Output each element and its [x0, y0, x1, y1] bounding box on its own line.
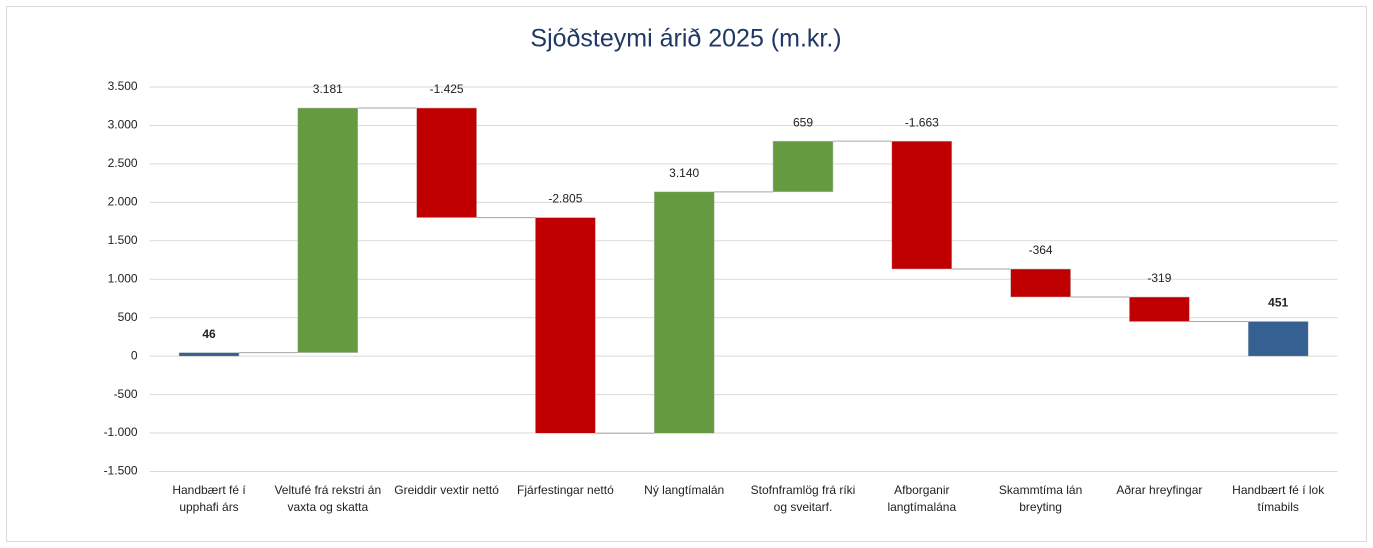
- x-tick-label: Ný langtímalán: [644, 483, 725, 497]
- chart-title: Sjóðsteymi árið 2025 (m.kr.): [530, 25, 841, 53]
- y-tick-label: 3.000: [108, 118, 138, 132]
- data-label: -364: [1029, 243, 1053, 257]
- bar: [1247, 321, 1309, 357]
- x-tick-label: Veltufé frá rekstri án vaxta og skatta: [274, 483, 382, 514]
- x-tick-label: Handbært fé í upphafi árs: [172, 483, 246, 514]
- data-label: 451: [1268, 296, 1288, 310]
- bar: [297, 107, 359, 353]
- data-label: -2.805: [548, 192, 582, 206]
- y-tick-label: 500: [118, 310, 138, 324]
- bar: [653, 191, 715, 434]
- x-tick-label: Skammtíma lán breyting: [998, 483, 1083, 514]
- y-tick-label: 2.500: [108, 156, 138, 170]
- data-label: -319: [1147, 271, 1171, 285]
- bar: [772, 140, 834, 193]
- bar: [416, 107, 477, 218]
- bar: [1129, 296, 1190, 322]
- data-label: -1.425: [430, 82, 464, 96]
- data-label: 3.181: [313, 82, 343, 96]
- x-tick-label: Handbært fé í lok tímabils: [1232, 483, 1325, 514]
- bar: [535, 217, 596, 434]
- data-label: 46: [202, 327, 216, 341]
- x-tick-label: Fjárfestingar nettó: [517, 483, 614, 497]
- data-label: 659: [793, 115, 813, 129]
- data-label: 3.140: [669, 166, 699, 180]
- x-tick-label: Greiddir vextir nettó: [394, 483, 499, 497]
- y-tick-label: -1.500: [104, 464, 138, 478]
- bar: [178, 352, 240, 357]
- y-tick-label: -500: [114, 387, 138, 401]
- x-tick-label: Aðrar hreyfingar: [1116, 483, 1203, 497]
- x-tick-label: Afborganir langtímalána: [887, 483, 957, 514]
- y-tick-label: 1.500: [108, 233, 138, 247]
- y-tick-label: -1.000: [104, 425, 138, 439]
- y-tick-label: 1.000: [108, 271, 138, 285]
- bar: [1010, 268, 1071, 298]
- y-tick-label: 3.500: [108, 79, 138, 93]
- x-tick-label: Stofnframlög frá ríki og sveitarf.: [750, 483, 856, 514]
- data-label: -1.663: [905, 115, 939, 129]
- bar: [891, 140, 953, 270]
- y-tick-label: 2.000: [108, 195, 138, 209]
- y-tick-label: 0: [131, 348, 138, 362]
